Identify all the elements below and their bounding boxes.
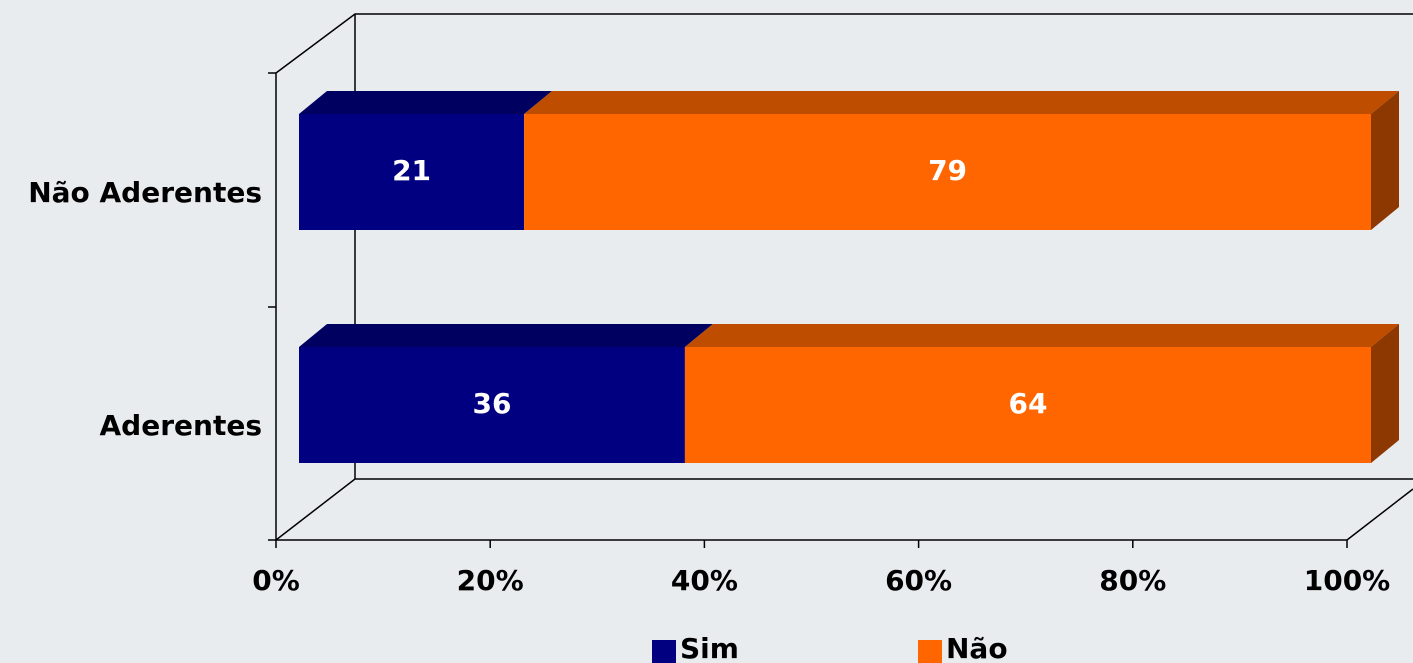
legend-swatch (918, 640, 942, 663)
value-label: 21 (392, 154, 431, 187)
bar-top (524, 91, 1399, 114)
value-label: 64 (1008, 387, 1047, 420)
legend-swatch (652, 640, 676, 663)
bar (684, 347, 1371, 463)
x-tick-label: 80% (1099, 564, 1166, 597)
value-label: 79 (928, 154, 967, 187)
floor-back (275, 478, 1413, 541)
back-wall-top (275, 13, 1413, 74)
legend-label: Sim (680, 632, 739, 663)
x-tick-label: 100% (1304, 564, 1391, 597)
x-tick-label: 20% (457, 564, 524, 597)
bar-top (299, 91, 553, 114)
bar-top (299, 324, 713, 347)
bar (299, 114, 525, 230)
x-tick-label: 40% (671, 564, 738, 597)
category-label: Aderentes (100, 409, 262, 442)
value-label: 36 (472, 387, 511, 420)
bar-top (684, 324, 1399, 347)
x-tick-label: 0% (252, 564, 300, 597)
legend-label: Não (946, 632, 1008, 663)
bar-side (1371, 324, 1399, 463)
bar (299, 347, 685, 463)
x-tick-label: 60% (885, 564, 952, 597)
category-label: Não Aderentes (28, 176, 262, 209)
floor-right (1346, 488, 1413, 541)
bar-side (1371, 91, 1399, 230)
bar (524, 114, 1371, 230)
